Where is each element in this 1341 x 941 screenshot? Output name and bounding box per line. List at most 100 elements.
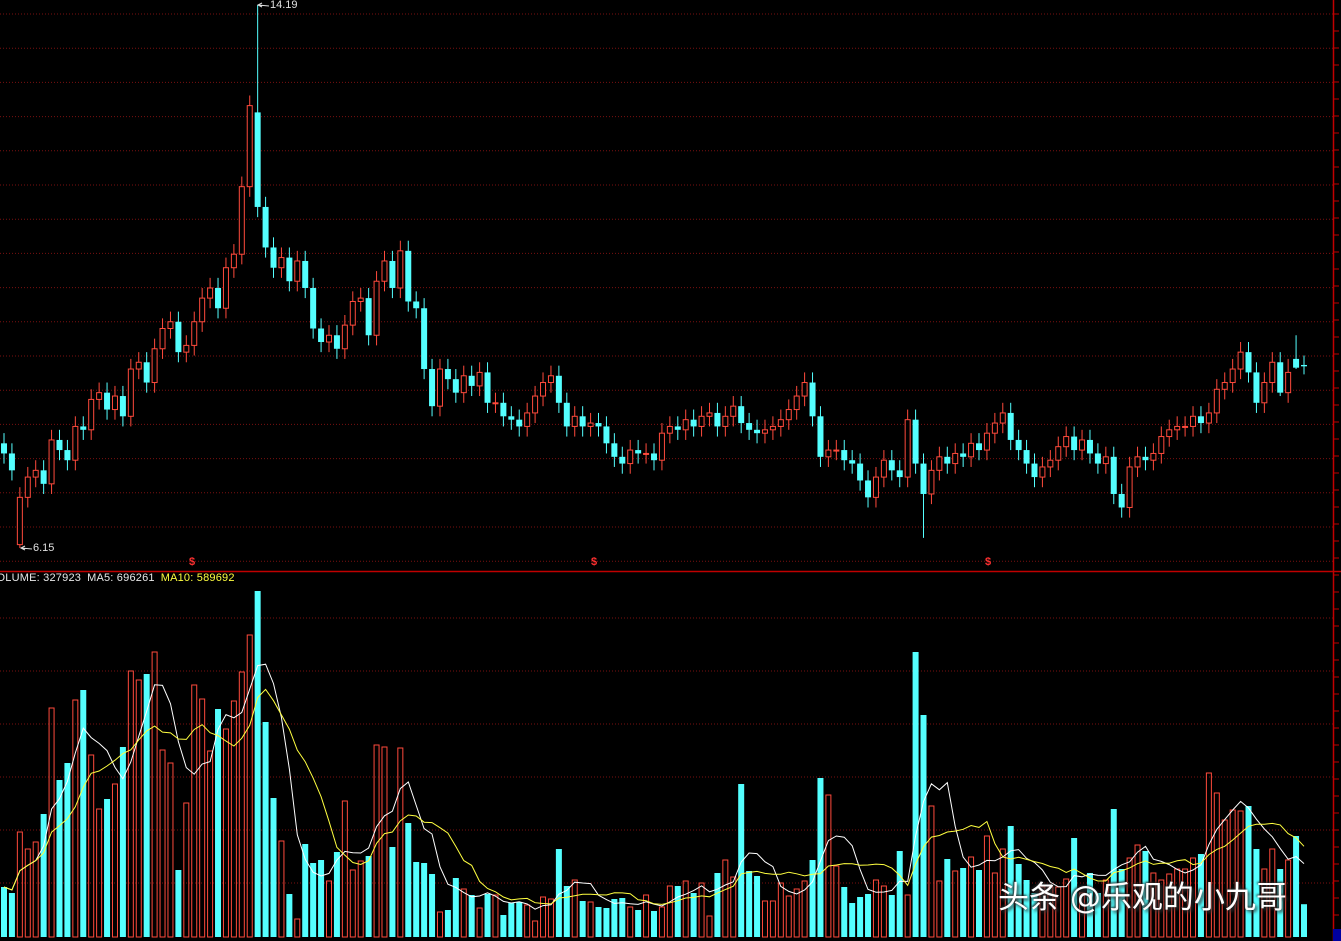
volume-bar-up (833, 865, 840, 938)
volume-bar-up (135, 679, 142, 938)
candle-body-up (769, 425, 776, 431)
volume-bar-up (1150, 872, 1157, 938)
candle-body-up (191, 321, 198, 346)
volume-bar-down (738, 784, 745, 937)
volume-bar-down (960, 868, 967, 937)
volume-bar-up (96, 808, 103, 938)
candle-body-down (912, 419, 919, 464)
candle-body-down (1301, 364, 1307, 367)
volume-bar-down (563, 886, 570, 937)
candle-body-down (714, 412, 721, 427)
volume-bar-up (222, 728, 229, 938)
candle-body-up (730, 405, 737, 417)
volume-bar-down (1015, 864, 1022, 937)
volume-bar-up (698, 882, 705, 938)
volume-bar-down (674, 886, 681, 937)
candle-body-up (777, 419, 784, 427)
volume-bar-up (1063, 878, 1070, 938)
volume-bar-down (444, 910, 451, 937)
candle-body-up (722, 415, 729, 427)
volume-bar-up (1039, 886, 1046, 938)
volume-bar-up (1269, 848, 1276, 938)
candle-body-down (888, 460, 895, 471)
volume-bar-down (1197, 854, 1204, 937)
volume-bar-down (302, 844, 309, 937)
candle-body-down (389, 260, 396, 288)
volume-bars (1, 591, 1307, 938)
candle-body-up (540, 382, 547, 397)
volume-bar-up (587, 901, 594, 938)
candle-body-up (326, 334, 332, 343)
volume-bar-down (555, 849, 562, 937)
candle-body-down (944, 456, 951, 464)
candle-body-up (524, 412, 531, 427)
volume-bar-down (516, 902, 523, 937)
volume-bar-up (476, 907, 483, 938)
volume-bar-up (658, 906, 665, 938)
candle-body-down (1023, 450, 1030, 464)
volume-bar-down (1031, 893, 1038, 937)
candle-body-down (1253, 372, 1260, 403)
event-marker[interactable]: $ (189, 556, 196, 568)
volume-bar-up (872, 879, 879, 938)
candle-body-up (936, 456, 943, 471)
candle-body-up (872, 476, 879, 498)
candle-body-up (991, 422, 998, 434)
volume-bar-up (207, 750, 214, 938)
volume-bar-up (460, 888, 467, 938)
candle-body-down (1031, 463, 1038, 478)
volume-ma-lines (3, 663, 1305, 910)
candle-body-down (286, 257, 293, 282)
candle-body-down (64, 450, 71, 461)
candle-body-down (738, 406, 745, 424)
volume-bar-up (111, 783, 118, 938)
candle-body-down (651, 453, 657, 461)
candle-body-up (341, 324, 348, 350)
candle-body-up (532, 395, 539, 414)
volume-bar-up (191, 684, 198, 938)
volume-bar-up (1205, 772, 1212, 938)
event-marker[interactable]: $ (985, 556, 992, 568)
volume-bar-down (865, 894, 872, 937)
candle-body-down (1, 443, 7, 454)
volume-bar-up (278, 840, 285, 938)
candle-body-down (405, 250, 412, 302)
volume-bar-up (159, 749, 166, 938)
volume-bar-up (24, 848, 31, 938)
candle-body-down (516, 419, 523, 427)
volume-bar-down (8, 893, 15, 937)
candle-body-down (413, 301, 420, 309)
volume-bar-down (405, 823, 412, 937)
candle-body-down (254, 112, 261, 207)
candle-body-up (587, 422, 594, 427)
candle-body-up (666, 425, 673, 434)
volume-bar-up (801, 880, 808, 938)
volume-bar-down (1142, 851, 1149, 937)
volume-bar-down (40, 814, 47, 937)
event-marker[interactable]: $ (591, 556, 598, 568)
volume-bar-down (619, 898, 626, 937)
volume-bar-down (508, 903, 515, 937)
candle-body-down (976, 443, 982, 451)
volume-bar-up (952, 870, 959, 938)
volume-bar-down (754, 876, 761, 937)
volume-bar-up (968, 856, 975, 938)
volume-bar-down (595, 907, 602, 937)
corner-button[interactable] (1333, 929, 1341, 941)
volume-bar-down (809, 860, 816, 937)
candle-body-up (135, 361, 142, 370)
candle-body-down (8, 453, 15, 471)
candle-body-down (365, 298, 372, 336)
volume-bar-down (888, 895, 895, 937)
candle-body-up (761, 429, 768, 434)
volume-bar-up (492, 894, 499, 938)
candle-body-up (207, 287, 214, 299)
candle-body-up (643, 452, 650, 455)
candle-body-down (215, 287, 222, 309)
volume-bar-up (1237, 810, 1244, 938)
candle-body-up (1182, 425, 1189, 428)
volume-bar-down (143, 674, 150, 937)
volume-bar-up (682, 880, 689, 938)
candle-body-up (1285, 371, 1292, 394)
